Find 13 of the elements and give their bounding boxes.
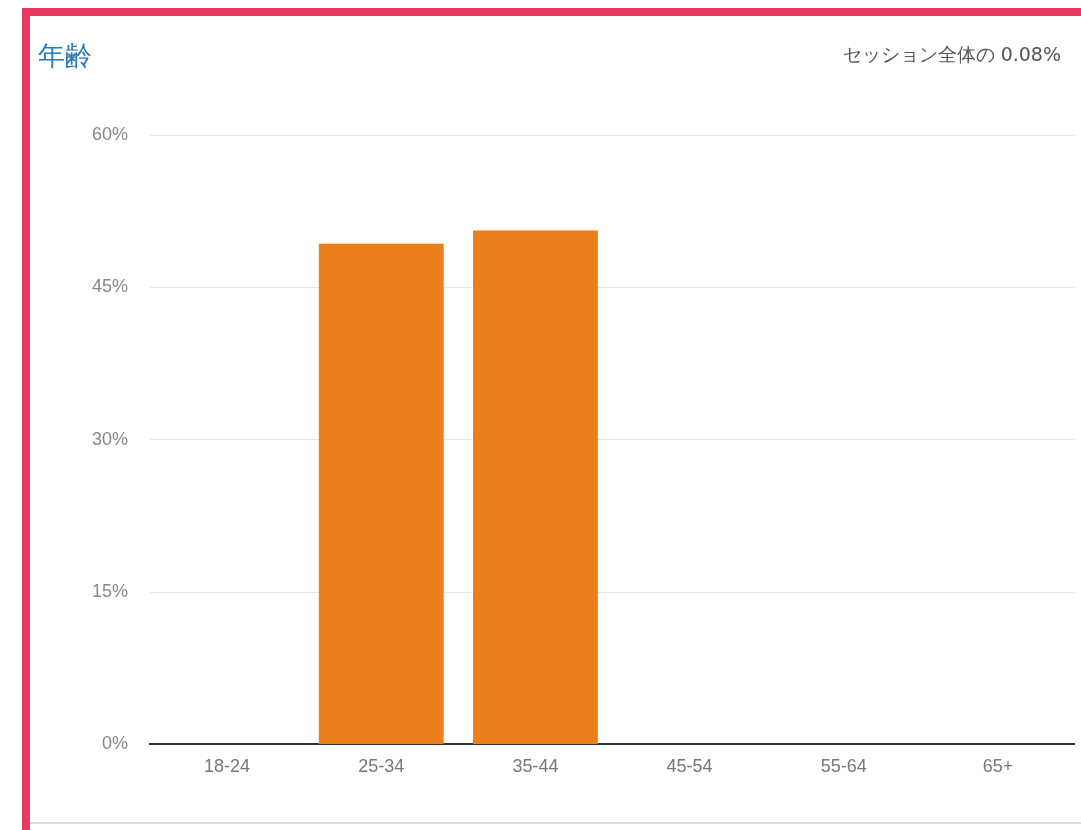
x-tick-label: 18-24 (204, 756, 251, 777)
x-tick-label: 45-54 (666, 756, 713, 777)
y-tick-label: 15% (91, 581, 128, 602)
chart-subtitle: セッション全体の 0.08% (842, 42, 1061, 67)
y-tick-label: 30% (91, 428, 128, 449)
y-tick-label: 60% (91, 123, 128, 144)
x-tick-label: 25-34 (358, 756, 405, 777)
x-tick-label: 65+ (982, 756, 1014, 777)
x-tick-label: 35-44 (512, 756, 559, 777)
x-tick-label: 55-64 (820, 756, 867, 777)
chart-title: 年齢 (38, 39, 92, 73)
y-tick-label: 45% (91, 276, 128, 297)
y-tick-label: 0% (101, 733, 128, 754)
